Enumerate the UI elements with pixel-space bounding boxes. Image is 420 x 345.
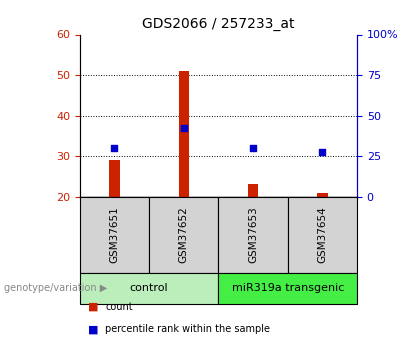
Text: ■: ■ [88,302,99,312]
Bar [248,185,258,197]
Bar [80,197,149,273]
Text: miR319a transgenic: miR319a transgenic [231,283,344,293]
Bar [80,273,218,304]
Text: control: control [130,283,168,293]
Bar [218,273,357,304]
Text: GSM37651: GSM37651 [110,206,119,263]
Point [249,145,256,151]
Bar [317,193,328,197]
Bar [218,197,288,273]
Bar [109,160,120,197]
Text: GSM37652: GSM37652 [179,206,189,263]
Point [111,145,118,151]
Text: percentile rank within the sample: percentile rank within the sample [105,325,270,334]
Title: GDS2066 / 257233_at: GDS2066 / 257233_at [142,17,295,31]
Text: GSM37654: GSM37654 [318,206,327,263]
Text: count: count [105,302,133,312]
Text: genotype/variation ▶: genotype/variation ▶ [4,283,108,293]
Bar [288,197,357,273]
Point [180,125,187,130]
Text: GSM37653: GSM37653 [248,206,258,263]
Bar [149,197,218,273]
Bar [178,71,189,197]
Point [319,149,326,155]
Text: ■: ■ [88,325,99,334]
